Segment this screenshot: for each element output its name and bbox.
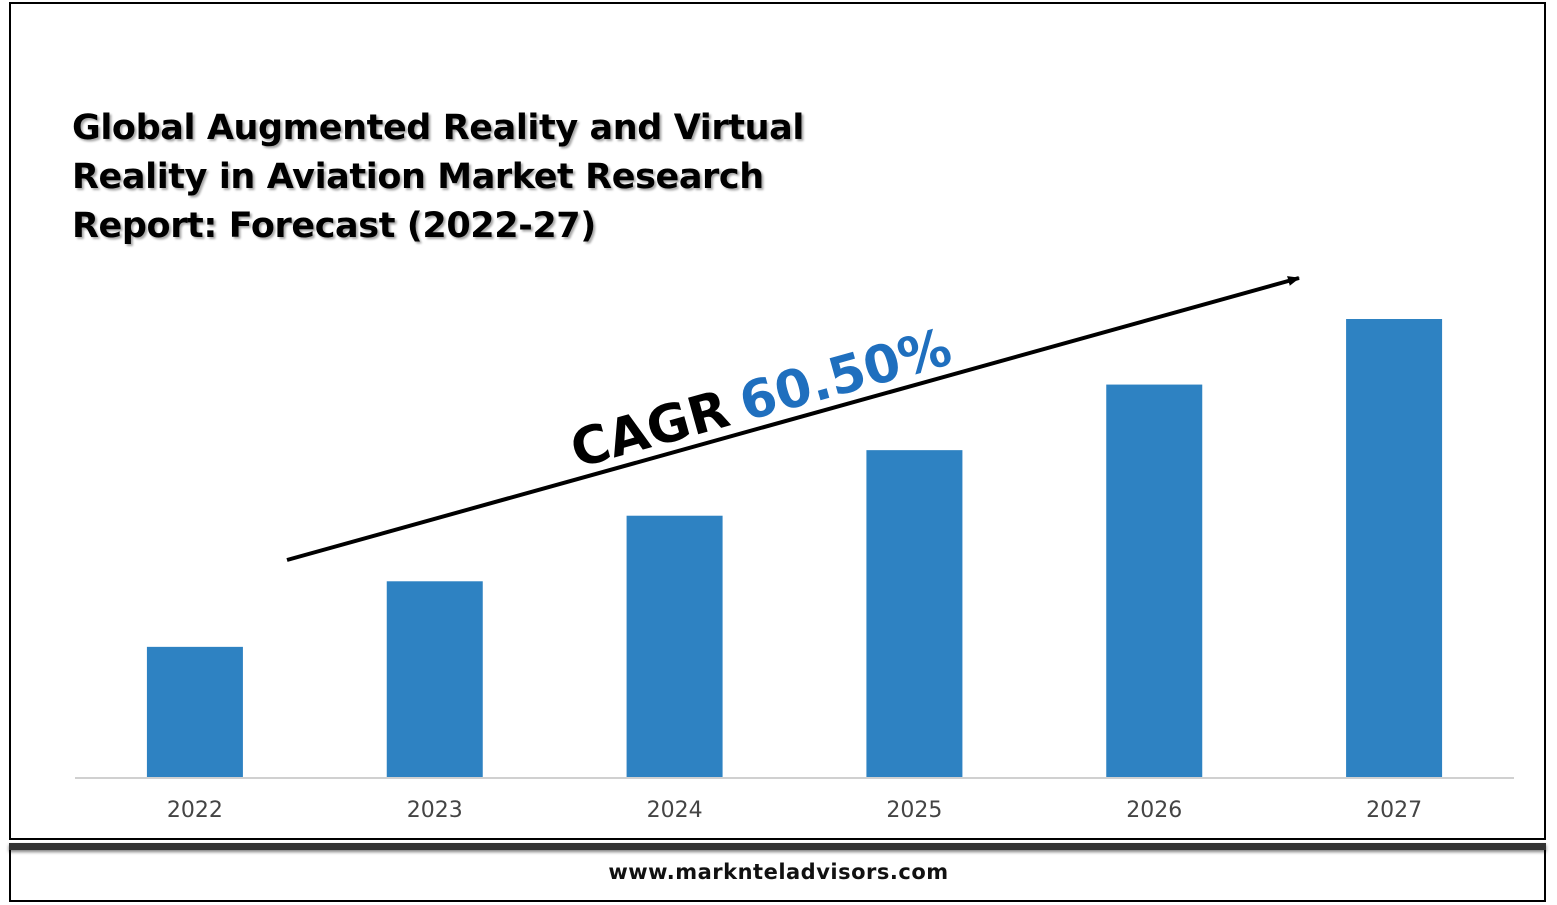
x-tick-label-2025: 2025: [886, 798, 942, 823]
cagr-label: CAGR: [564, 379, 735, 480]
chart-title: Global Augmented Reality and Virtual Rea…: [72, 108, 804, 246]
x-tick-label-2022: 2022: [167, 798, 223, 823]
x-tick-label-2026: 2026: [1126, 798, 1182, 823]
trend-arrow: [286, 276, 1300, 562]
x-tick-label-2027: 2027: [1366, 798, 1422, 823]
bar-2022: [146, 646, 243, 778]
chart-frame: [9, 2, 1546, 840]
x-tick-label-2024: 2024: [647, 798, 703, 823]
bar-2023: [386, 581, 483, 778]
bar-2025: [866, 450, 963, 778]
bar-2027: [1346, 319, 1443, 778]
bar-2026: [1106, 384, 1203, 778]
footer-url[interactable]: www.marknteladvisors.com: [608, 860, 949, 884]
x-tick-label-2023: 2023: [407, 798, 463, 823]
cagr-value: 60.50%: [733, 318, 958, 434]
bar-2024: [626, 515, 723, 778]
footer-box: [9, 850, 1546, 902]
bar-series: [146, 319, 1443, 778]
footer-divider: [9, 843, 1546, 850]
x-axis-ticks: 2022 2023 2024 2025 2026 2027: [167, 798, 1422, 823]
